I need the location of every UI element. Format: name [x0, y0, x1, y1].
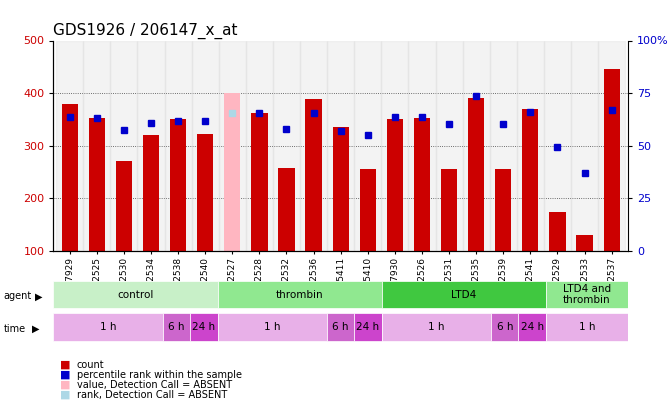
FancyBboxPatch shape: [518, 313, 546, 341]
Bar: [89, 118, 105, 251]
Bar: [279, 168, 295, 251]
Bar: [495, 169, 512, 251]
Text: control: control: [118, 290, 154, 300]
Bar: [138, 40, 164, 251]
Bar: [414, 118, 430, 251]
Bar: [164, 40, 192, 251]
Bar: [110, 40, 138, 251]
Bar: [381, 40, 408, 251]
Text: 6 h: 6 h: [168, 322, 185, 332]
Text: percentile rank within the sample: percentile rank within the sample: [77, 370, 242, 379]
Bar: [603, 70, 620, 251]
Bar: [576, 235, 593, 251]
Bar: [273, 40, 300, 251]
FancyBboxPatch shape: [218, 313, 327, 341]
Bar: [327, 40, 354, 251]
Text: 1 h: 1 h: [428, 322, 445, 332]
FancyBboxPatch shape: [163, 313, 190, 341]
Bar: [84, 40, 110, 251]
Text: ▶: ▶: [35, 292, 42, 301]
FancyBboxPatch shape: [381, 313, 491, 341]
Bar: [436, 40, 463, 251]
Bar: [387, 119, 403, 251]
Text: ■: ■: [60, 390, 71, 400]
Bar: [251, 113, 267, 251]
Text: LTD4: LTD4: [451, 290, 476, 300]
Bar: [441, 169, 457, 251]
Bar: [354, 40, 381, 251]
FancyBboxPatch shape: [546, 281, 628, 308]
Text: 6 h: 6 h: [333, 322, 349, 332]
Text: ▶: ▶: [32, 324, 39, 334]
Text: GDS1926 / 206147_x_at: GDS1926 / 206147_x_at: [53, 23, 238, 39]
Bar: [333, 127, 349, 251]
Text: ■: ■: [60, 380, 71, 390]
Bar: [56, 40, 84, 251]
Text: 1 h: 1 h: [100, 322, 116, 332]
Bar: [598, 40, 625, 251]
Text: rank, Detection Call = ABSENT: rank, Detection Call = ABSENT: [77, 390, 227, 400]
Text: time: time: [3, 324, 25, 334]
Bar: [408, 40, 436, 251]
Text: 24 h: 24 h: [520, 322, 544, 332]
Bar: [143, 135, 159, 251]
Text: 1 h: 1 h: [264, 322, 281, 332]
Bar: [522, 109, 538, 251]
Bar: [170, 119, 186, 251]
Bar: [224, 93, 240, 251]
Bar: [468, 98, 484, 251]
Bar: [544, 40, 571, 251]
FancyBboxPatch shape: [546, 313, 628, 341]
Bar: [490, 40, 517, 251]
Text: value, Detection Call = ABSENT: value, Detection Call = ABSENT: [77, 380, 232, 390]
Bar: [463, 40, 490, 251]
Bar: [61, 104, 78, 251]
FancyBboxPatch shape: [53, 313, 163, 341]
Bar: [305, 100, 322, 251]
Text: thrombin: thrombin: [276, 290, 323, 300]
FancyBboxPatch shape: [354, 313, 381, 341]
Text: 1 h: 1 h: [578, 322, 595, 332]
Text: agent: agent: [3, 292, 31, 301]
Bar: [359, 169, 376, 251]
Bar: [218, 40, 246, 251]
Text: ■: ■: [60, 370, 71, 379]
FancyBboxPatch shape: [327, 313, 354, 341]
FancyBboxPatch shape: [381, 281, 546, 308]
Bar: [192, 40, 218, 251]
FancyBboxPatch shape: [53, 281, 218, 308]
Bar: [246, 40, 273, 251]
Bar: [300, 40, 327, 251]
Text: ■: ■: [60, 360, 71, 369]
Text: count: count: [77, 360, 104, 369]
Text: LTD4 and
thrombin: LTD4 and thrombin: [563, 284, 611, 305]
Bar: [571, 40, 598, 251]
FancyBboxPatch shape: [218, 281, 381, 308]
Bar: [517, 40, 544, 251]
Bar: [549, 211, 566, 251]
Bar: [197, 134, 213, 251]
Text: 6 h: 6 h: [496, 322, 513, 332]
FancyBboxPatch shape: [190, 313, 218, 341]
Text: 24 h: 24 h: [357, 322, 379, 332]
FancyBboxPatch shape: [491, 313, 518, 341]
Bar: [116, 160, 132, 251]
Text: 24 h: 24 h: [192, 322, 216, 332]
